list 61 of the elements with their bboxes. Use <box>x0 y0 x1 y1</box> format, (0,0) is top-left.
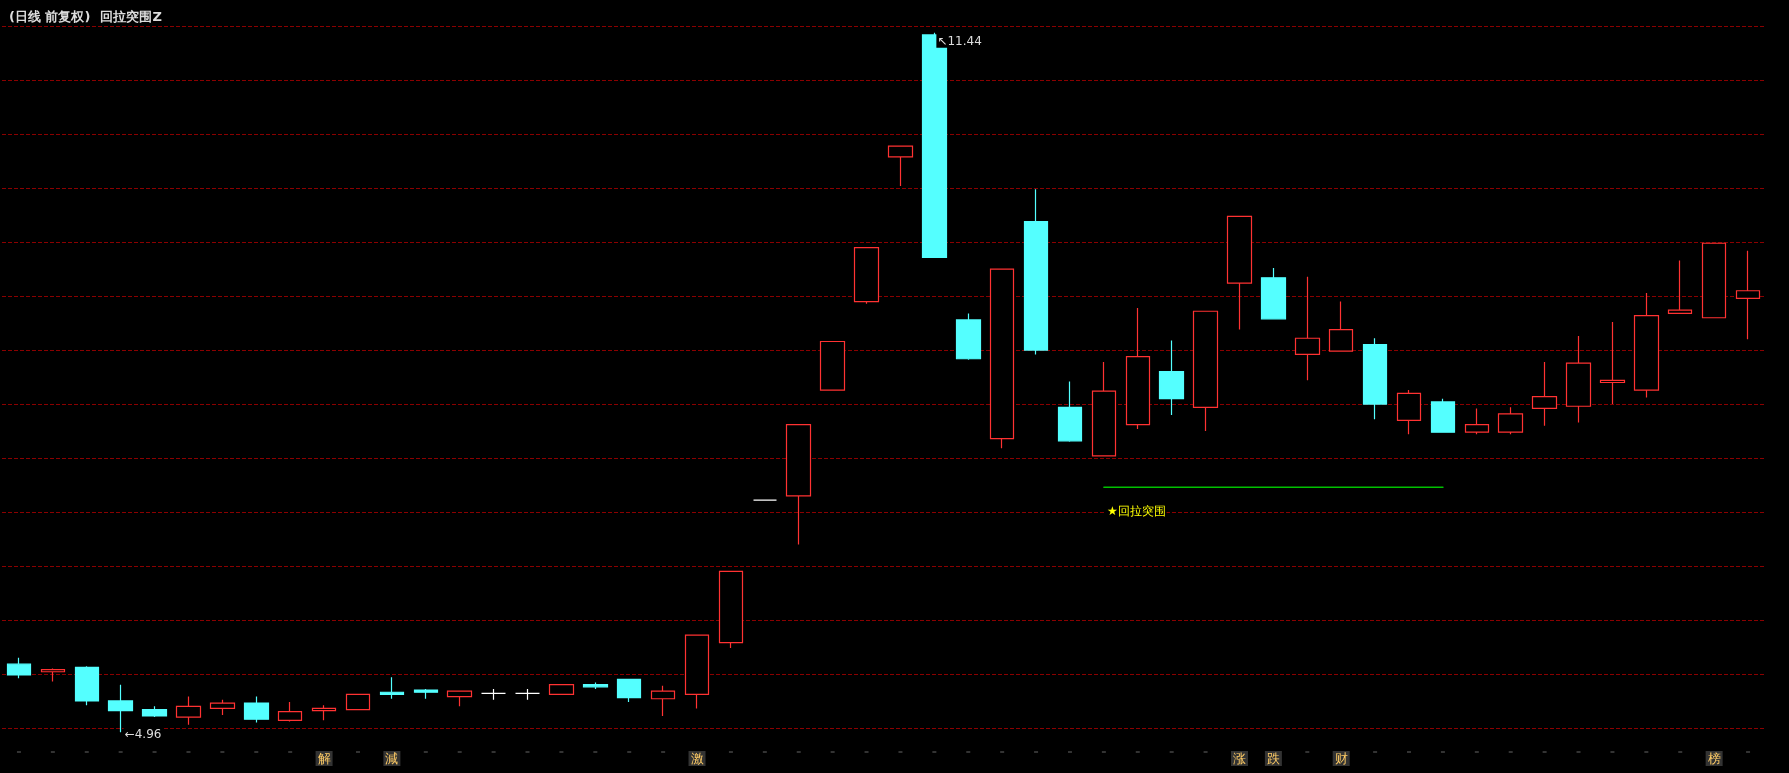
candlestick <box>209 699 236 716</box>
x-tick-label: 财 <box>1334 751 1348 766</box>
candlestick <box>853 246 880 305</box>
candlestick <box>514 688 541 701</box>
candlestick <box>74 665 100 706</box>
candlestick <box>1464 407 1490 435</box>
candlestick <box>1057 380 1083 443</box>
candlestick <box>819 340 846 391</box>
candlestick <box>718 570 744 649</box>
candlestick <box>1226 215 1253 331</box>
candlestick <box>1091 361 1117 457</box>
candlestick <box>1158 339 1185 416</box>
candlestick <box>650 685 676 717</box>
candlestick <box>1328 300 1354 352</box>
x-tick-label: 榜 <box>1707 751 1721 766</box>
candlestick <box>480 688 507 701</box>
annotation: ★回拉突围 <box>1106 504 1166 519</box>
candlestick <box>1362 337 1388 420</box>
x-tick-label: 跌 <box>1266 751 1280 766</box>
candlestick <box>345 693 371 711</box>
candlestick <box>243 695 270 724</box>
candlestick <box>1192 310 1219 432</box>
candlestick <box>175 695 202 726</box>
candlestick <box>1735 250 1761 340</box>
candlestick <box>1260 267 1287 320</box>
candlestick <box>1667 259 1693 315</box>
candlestick <box>989 268 1015 449</box>
candlestick <box>1396 389 1422 435</box>
candlestick <box>1531 361 1558 427</box>
candlestick <box>141 705 168 718</box>
candlestick <box>413 688 439 700</box>
candlestick <box>1023 188 1049 356</box>
x-tick-label: 解 <box>317 751 331 766</box>
candlestick <box>616 678 642 703</box>
chart-subtitle: 回拉突围Z <box>100 8 162 24</box>
candlestick <box>277 701 303 723</box>
chart-title: (日线 前复权) <box>9 8 91 24</box>
candlestick <box>684 634 710 710</box>
candlestick <box>1633 292 1660 399</box>
candlestick <box>955 312 982 361</box>
candlestick <box>1294 276 1321 381</box>
candlestick <box>1430 398 1456 433</box>
candlestick <box>1599 321 1626 405</box>
candlestick <box>887 145 914 187</box>
candlestick <box>1701 242 1727 319</box>
candlestick <box>1125 307 1151 430</box>
x-tick-label: 激 <box>690 751 704 766</box>
candlestick <box>1565 335 1592 424</box>
candlestick <box>785 423 812 545</box>
candlestick <box>1497 406 1524 435</box>
candlestick <box>548 684 575 696</box>
candlestick <box>6 657 32 679</box>
candlestick <box>311 704 337 721</box>
annotation: ←4.96 <box>124 727 162 742</box>
candlestick <box>446 690 473 707</box>
candlestick <box>40 667 66 683</box>
candlestick <box>582 681 609 690</box>
candlestick <box>379 676 405 700</box>
annotation: ↖11.44 <box>937 33 982 48</box>
x-tick-label: 減 <box>385 751 399 766</box>
x-tick-label: 涨 <box>1232 751 1246 766</box>
